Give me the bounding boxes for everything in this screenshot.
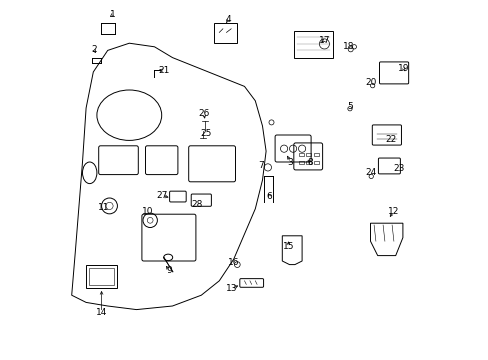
Text: 10: 10	[141, 207, 153, 216]
Text: 27: 27	[157, 192, 168, 200]
Text: 23: 23	[392, 164, 404, 173]
Text: 11: 11	[98, 202, 110, 212]
Bar	[213, 23, 237, 43]
Text: 7: 7	[258, 161, 264, 170]
Text: 15: 15	[282, 242, 294, 251]
Bar	[86, 265, 117, 288]
Text: 2: 2	[91, 45, 97, 54]
Bar	[293, 31, 333, 58]
Text: 3: 3	[287, 158, 293, 167]
Text: 13: 13	[225, 284, 237, 293]
Bar	[306, 161, 311, 164]
Bar	[89, 268, 114, 285]
Bar	[298, 161, 303, 164]
Bar	[306, 153, 311, 156]
Bar	[298, 153, 303, 156]
Text: 21: 21	[158, 66, 169, 75]
Text: 26: 26	[198, 109, 209, 118]
Bar	[314, 153, 319, 156]
Text: 9: 9	[166, 266, 172, 275]
Text: 5: 5	[346, 102, 352, 111]
Text: 8: 8	[306, 158, 312, 166]
Text: 14: 14	[96, 308, 107, 317]
Bar	[314, 161, 319, 164]
Text: 4: 4	[225, 15, 231, 24]
Text: 12: 12	[386, 207, 398, 216]
Text: 24: 24	[364, 168, 375, 177]
Text: 19: 19	[397, 64, 408, 73]
Text: 20: 20	[365, 78, 376, 87]
Text: 28: 28	[190, 199, 202, 209]
Text: 22: 22	[385, 135, 396, 144]
Text: 16: 16	[227, 258, 239, 267]
Text: 17: 17	[318, 36, 329, 45]
Text: 25: 25	[200, 130, 211, 139]
Text: 1: 1	[110, 10, 116, 19]
Text: 18: 18	[343, 42, 354, 51]
Text: 6: 6	[266, 192, 272, 202]
